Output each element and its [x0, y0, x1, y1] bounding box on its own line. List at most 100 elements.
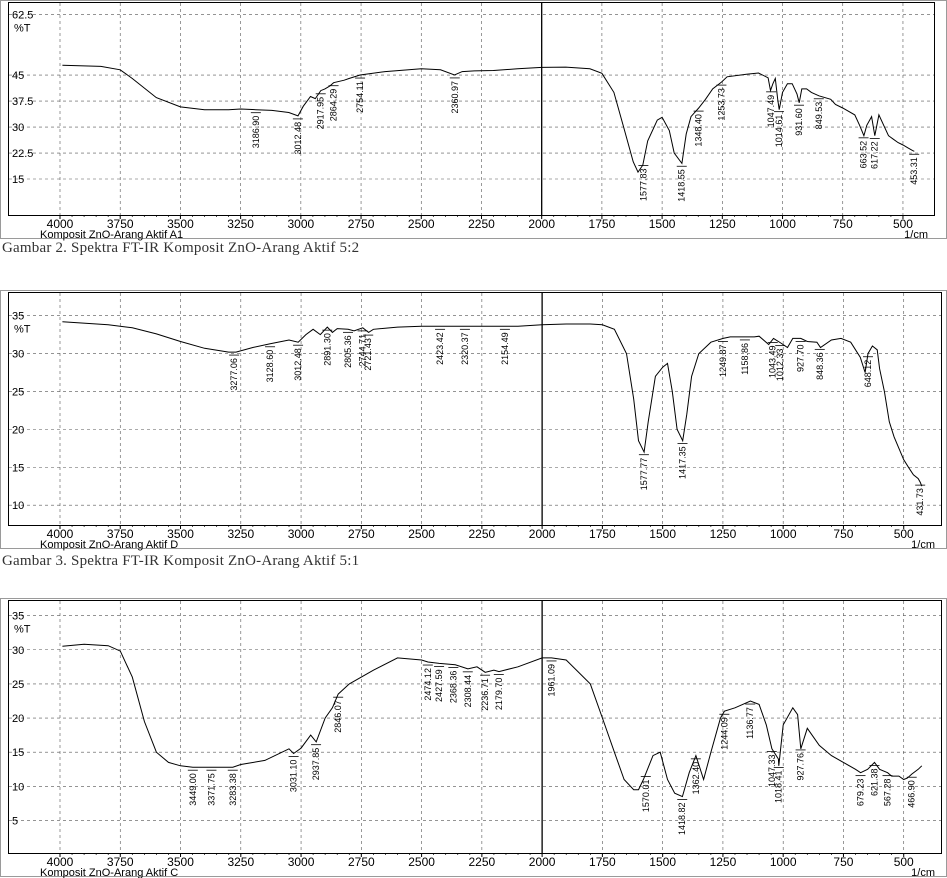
x-tick-label: 1500 — [649, 855, 676, 869]
peak-label: 2721.43 — [363, 338, 373, 371]
peak-label: 3277.06 — [229, 358, 239, 391]
y-tick-label: 30 — [12, 349, 24, 361]
plot-frame — [9, 293, 942, 526]
x-tick-label: 1250 — [710, 527, 737, 541]
peak-label: 2320.37 — [460, 332, 470, 365]
x-tick-label: 2000 — [529, 527, 556, 541]
y-tick-label: 15 — [12, 462, 24, 474]
peak-label: 453.31 — [909, 157, 919, 185]
peak-label: 2864.29 — [329, 89, 339, 122]
x-tick-label: 1750 — [589, 527, 616, 541]
x-tick-label: 3250 — [227, 855, 254, 869]
peak-label: 2154.49 — [500, 332, 510, 365]
x-axis-unit: 1/cm — [911, 867, 935, 878]
x-tick-label: 2500 — [408, 527, 435, 541]
x-tick-label: 2250 — [469, 527, 496, 541]
peak-label: 2368.36 — [448, 671, 458, 704]
peak-label: 3283.38 — [228, 773, 238, 806]
peak-label: 2891.30 — [322, 333, 332, 366]
peak-label: 3371.75 — [206, 773, 216, 806]
y-tick-label: 45 — [12, 70, 24, 82]
y-tick-label: 15 — [12, 174, 24, 186]
y-tick-label: 10 — [12, 781, 24, 793]
chart-title: Komposit ZnO-Arang Aktif C — [40, 867, 178, 878]
x-tick-label: 3000 — [288, 527, 315, 541]
peak-label: 1014.61 — [774, 115, 784, 148]
y-axis-label: %T — [14, 324, 31, 336]
y-tick-label: 25 — [12, 679, 24, 691]
peak-label: 2917.95 — [316, 97, 326, 130]
y-tick-label: 22.5 — [12, 148, 33, 160]
x-tick-label: 750 — [833, 217, 853, 231]
y-tick-label: 5 — [12, 815, 18, 827]
y-axis-label: %T — [14, 22, 31, 34]
x-tick-label: 1250 — [709, 217, 736, 231]
figure-caption-1: Gambar 2. Spektra FT-IR Komposit ZnO-Ara… — [2, 240, 359, 264]
peak-label: 3031.10 — [289, 760, 299, 793]
peak-label: 2846.07 — [333, 700, 343, 733]
peak-label: 1570.01 — [641, 780, 651, 813]
spectrum-panel-c: 35 30 25 20 15 10 5 %T 4000 3750 3500 3250 3000 2750 2… — [0, 598, 947, 878]
x-tick-label: 3000 — [287, 217, 314, 231]
x-axis-unit: 1/cm — [911, 539, 935, 551]
peak-label: 1417.35 — [677, 446, 687, 479]
peak-label: 1418.55 — [677, 169, 687, 202]
x-tick-label: 750 — [833, 527, 853, 541]
x-tick-label: 1000 — [769, 217, 796, 231]
x-tick-label: 2750 — [348, 527, 375, 541]
y-tick-label: 30 — [12, 122, 24, 134]
peak-label: 1577.83 — [638, 168, 648, 201]
spectrum-line — [62, 322, 921, 486]
peak-label: 1249.87 — [718, 344, 728, 377]
peak-label: 2474.12 — [423, 668, 433, 701]
x-tick-label: 3000 — [288, 855, 315, 869]
x-tick-label: 2250 — [468, 217, 495, 231]
outer-frame — [1, 1, 947, 239]
spectrum-panel-d: 35 30 25 20 15 10 %T 4000 3750 3500 3250 3000 2750 25… — [0, 290, 947, 552]
x-tick-label: 750 — [833, 855, 853, 869]
x-tick-label: 1000 — [770, 527, 797, 541]
peak-label: 2805.36 — [343, 335, 353, 368]
peak-label: 2360.97 — [450, 81, 460, 114]
peak-label: 617.22 — [870, 141, 880, 169]
peak-label: 3012.48 — [293, 122, 303, 155]
peak-label: 927.76 — [796, 753, 806, 781]
x-tick-label: 2000 — [529, 855, 556, 869]
peak-label: 466.90 — [907, 780, 917, 808]
peak-label: 621.38 — [869, 768, 879, 796]
peak-label: 2423.42 — [435, 332, 445, 365]
peak-label: 663.52 — [859, 141, 869, 169]
y-tick-label: 62.5 — [12, 9, 33, 21]
y-tick-label: 35 — [12, 611, 24, 623]
x-tick-label: 1750 — [589, 855, 616, 869]
chart-title: Komposit ZnO-Arang Aktif D — [40, 539, 178, 551]
spectrum-line — [62, 65, 914, 172]
peak-label: 1362.40 — [691, 762, 701, 795]
peak-label: 1348.40 — [694, 114, 704, 147]
x-tick-label: 2250 — [469, 855, 496, 869]
plot-frame — [9, 601, 942, 854]
peak-label: 1253.73 — [716, 88, 726, 121]
peak-label: 567.28 — [883, 779, 893, 807]
peak-label: 648.12 — [863, 360, 873, 388]
spectrum-chart-d: 35 30 25 20 15 10 %T 4000 3750 3500 3250 3000 2750 25… — [0, 290, 947, 552]
x-tick-label: 1750 — [589, 217, 616, 231]
peak-label: 2236.71 — [480, 678, 490, 711]
peak-label: 3128.60 — [265, 350, 275, 383]
peak-label: 1158.86 — [740, 343, 750, 375]
x-tick-label: 3250 — [227, 527, 254, 541]
spectrum-chart-a1: 62.5 45 37.5 30 22.5 15 %T 4000 3750 3500 3250 3000… — [0, 0, 947, 240]
figure-caption-2: Gambar 3. Spektra FT-IR Komposit ZnO-Ara… — [2, 553, 359, 577]
peak-label: 3186.90 — [251, 116, 261, 149]
y-tick-label: 15 — [12, 747, 24, 759]
x-tick-label: 1500 — [649, 217, 676, 231]
spectrum-chart-c: 3530252015105%T4000 3750 3500 3250 3000 2750 2… — [0, 598, 947, 878]
peak-label: 1577.77 — [639, 458, 649, 491]
y-tick-label: 20 — [12, 713, 24, 725]
peak-label: 3012.48 — [293, 348, 303, 381]
y-tick-label: 10 — [12, 500, 24, 512]
peak-label: 848.36 — [815, 352, 825, 380]
peak-label: 2179.70 — [494, 678, 504, 711]
peak-label: 927.70 — [796, 344, 806, 372]
peak-label: 1244.09 — [719, 717, 729, 750]
